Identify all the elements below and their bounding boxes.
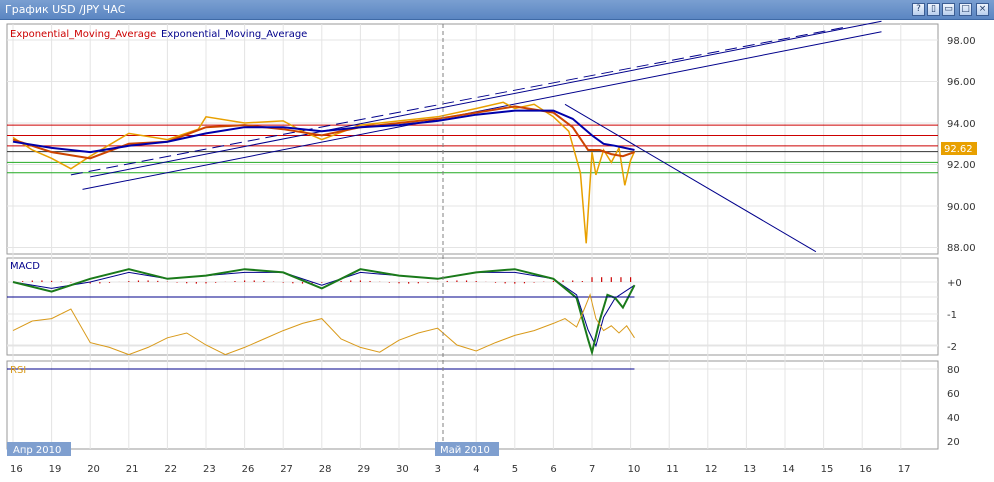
x-tick-19: 13 [743,464,756,475]
price-panel [6,23,939,255]
macd-panel [6,257,939,356]
ema-red-line [12,105,635,160]
rsi-label: RSI [10,365,26,376]
x-tick-11: 3 [435,464,441,475]
x-tick-17: 11 [666,464,679,475]
month-label-may: Май 2010 [440,445,490,456]
x-tick-22: 16 [859,464,872,475]
x-tick-8: 28 [319,464,332,475]
price-tick-90: 90.00 [947,202,976,213]
tile-vertical-button[interactable]: ▯ [927,3,940,16]
current-price-value: 92.62 [944,144,973,155]
current-price-tag [941,142,977,155]
month-label-bg-may [435,442,499,456]
macd-main-line [12,268,636,357]
rsi-tick-40: 40 [947,413,960,424]
price-line [12,101,636,244]
x-tick-7: 27 [280,464,293,475]
x-tick-20: 14 [782,464,795,475]
x-tick-12: 4 [473,464,479,475]
x-axis-ticks: 16 19 20 21 22 23 26 27 28 29 30 3 4 5 6 7 10 11 12 13 14 15 1… [10,464,911,475]
rsi-panel [6,360,939,450]
legend-ema-blue: Exponential_Moving_Average [161,29,307,40]
month-label-bg-apr [7,442,71,456]
close-button[interactable]: × [976,3,989,16]
x-tick-18: 12 [705,464,718,475]
title-bar: График USD /JPY ЧАС ? ▯ ▭ □ × [0,0,994,20]
macd-tick-minus1: -1 [947,310,957,321]
x-tick-23: 17 [898,464,911,475]
x-tick-6: 26 [242,464,255,475]
help-button[interactable]: ? [912,3,925,16]
tile-horizontal-button[interactable]: ▭ [942,3,955,16]
grid-lines [7,24,938,449]
x-tick-5: 23 [203,464,216,475]
rsi-tick-80: 80 [947,365,960,376]
x-tick-13: 5 [512,464,518,475]
ema-blue-line [12,109,635,154]
x-tick-4: 22 [164,464,177,475]
price-tick-96: 96.00 [947,77,976,88]
rsi-tick-60: 60 [947,389,960,400]
downtrend-line [564,103,817,253]
channel-line-0 [90,20,882,178]
macd-tick-0: +0 [947,278,962,289]
price-tick-98: 98.00 [947,36,976,47]
x-tick-14: 6 [550,464,556,475]
x-tick-2: 20 [87,464,100,475]
price-tick-88: 88.00 [947,243,976,254]
x-tick-10: 30 [396,464,409,475]
x-tick-3: 21 [126,464,139,475]
rsi-tick-20: 20 [947,437,960,448]
maximize-button[interactable]: □ [959,3,972,16]
x-tick-9: 29 [357,464,370,475]
x-tick-21: 15 [821,464,834,475]
price-tick-94: 94.00 [947,119,976,130]
x-tick-0: 16 [10,464,23,475]
price-tick-92: 92.00 [947,160,976,171]
month-label-apr: Апр 2010 [13,445,61,456]
macd-tick-minus2: -2 [947,342,957,353]
macd-label: MACD [10,261,40,272]
x-tick-15: 7 [589,464,595,475]
rsi-line [12,292,635,356]
channel-line-1 [70,27,843,176]
x-tick-1: 19 [49,464,62,475]
x-tick-16: 10 [628,464,641,475]
window-title: График USD /JPY ЧАС [5,3,126,16]
channel-line-2 [82,31,882,190]
legend-ema-red: Exponential_Moving_Average [10,29,156,40]
